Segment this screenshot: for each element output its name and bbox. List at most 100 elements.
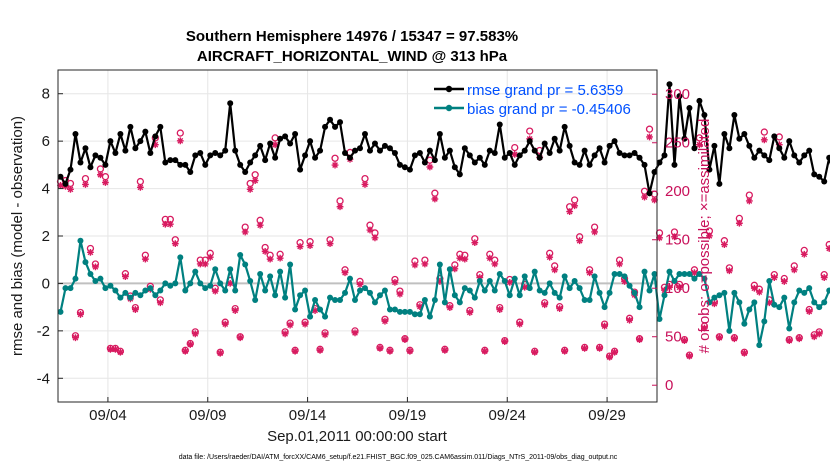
rmse-point xyxy=(312,154,319,161)
obs-assimilated-point xyxy=(156,299,164,307)
bias-point xyxy=(451,292,458,299)
obs-assimilated-point xyxy=(466,309,474,316)
rmse-point xyxy=(297,166,304,173)
rmse-point xyxy=(546,150,553,156)
x-axis-label: Sep.01,2011 00:00:00 start xyxy=(267,428,448,445)
bias-point xyxy=(62,285,69,292)
bias-point xyxy=(476,278,483,285)
obs-assimilated-point xyxy=(341,269,349,277)
rmse-point xyxy=(571,159,578,166)
rmse-point xyxy=(456,171,463,178)
x-grid-lines xyxy=(107,70,608,402)
obs-assimilated-point xyxy=(121,273,129,280)
obs-possible-point xyxy=(361,174,369,183)
bias-point xyxy=(322,313,329,320)
obs-possible-point xyxy=(81,174,90,183)
bias-point xyxy=(721,289,728,296)
rmse-point xyxy=(352,147,359,154)
rmse-point xyxy=(102,161,109,168)
rmse-point xyxy=(57,173,64,180)
legend-bias-marker xyxy=(445,104,453,112)
bias-point xyxy=(162,280,169,287)
bias-point xyxy=(371,299,378,306)
obs-assimilated-point xyxy=(361,181,369,188)
bias-point xyxy=(791,299,798,306)
rmse-point xyxy=(496,121,503,128)
bias-point xyxy=(581,297,588,304)
obs-assimilated-point xyxy=(241,228,249,236)
obs-assimilated-point xyxy=(171,240,179,248)
rmse-point xyxy=(207,152,214,159)
obs-assimilated-point xyxy=(825,245,830,252)
rmse-point xyxy=(751,154,758,161)
obs-assimilated-point xyxy=(291,347,299,355)
rmse-point xyxy=(481,161,488,168)
rmse-point xyxy=(416,150,423,156)
obs-assimilated-point xyxy=(266,255,274,263)
obs-assimilated-point xyxy=(131,306,139,313)
bias-point xyxy=(801,289,808,296)
bias-point xyxy=(431,297,438,304)
obs-assimilated-point xyxy=(451,265,459,273)
bias-point xyxy=(247,278,254,285)
obs-assimilated-point xyxy=(151,141,159,149)
obs-assimilated-point xyxy=(221,320,229,328)
bias-point xyxy=(167,282,174,289)
rmse-point xyxy=(651,168,658,175)
obs-assimilated-point xyxy=(706,232,713,240)
obs-assimilated-point xyxy=(586,269,594,277)
rmse-point xyxy=(566,142,573,149)
obs-assimilated-point xyxy=(161,220,169,228)
rmse-point xyxy=(327,116,334,123)
obs-assimilated-point xyxy=(800,250,808,258)
obs-assimilated-point xyxy=(651,196,658,204)
rmse-point xyxy=(197,150,204,156)
rmse-point xyxy=(436,131,443,138)
rmse-point xyxy=(626,152,633,159)
rmse-point xyxy=(396,161,403,168)
rmse-point xyxy=(731,112,738,119)
rmse-point xyxy=(332,123,339,130)
obs-assimilated-point xyxy=(656,234,663,242)
obs-assimilated-point xyxy=(331,161,339,169)
data-file-footnote: data file: /Users/raeder/DAI/ATM_forcXX/… xyxy=(179,454,618,461)
rmse-point xyxy=(596,145,603,152)
y-right-tick-label: 300 xyxy=(665,86,690,103)
obs-assimilated-point xyxy=(271,141,279,149)
rmse-point xyxy=(237,161,244,168)
obs-assimilated-point xyxy=(581,344,589,352)
bias-point xyxy=(107,282,114,289)
rmse-point xyxy=(147,150,154,156)
obs-assimilated-point xyxy=(102,179,109,186)
rmse-point xyxy=(252,152,259,159)
rmse-point xyxy=(746,142,753,149)
obs-assimilated-point xyxy=(92,263,99,271)
rmse-point xyxy=(616,150,623,156)
obs-assimilated-point xyxy=(406,347,414,355)
obs-assimilated-point xyxy=(606,353,613,361)
y-axis-right: 0 50 100 150 200 250 300 xyxy=(652,86,690,394)
rmse-point xyxy=(92,152,99,159)
bias-point xyxy=(57,308,64,315)
bias-point xyxy=(302,287,309,294)
obs-assimilated-point xyxy=(231,307,239,314)
bias-point xyxy=(811,299,818,306)
bias-point xyxy=(456,299,463,306)
rmse-point xyxy=(317,147,324,154)
bias-point xyxy=(347,275,354,282)
rmse-point xyxy=(112,150,119,156)
obs-assimilated-point xyxy=(511,150,519,158)
bias-point xyxy=(746,306,753,313)
y-left-tick-label: 2 xyxy=(42,228,50,245)
rmse-point xyxy=(127,123,134,130)
rmse-point xyxy=(586,161,593,168)
obs-assimilated-point xyxy=(261,247,269,255)
obs-assimilated-point xyxy=(381,317,389,325)
y-right-tick-label: 100 xyxy=(665,280,690,297)
obs-possible-point xyxy=(176,129,184,137)
obs-assimilated-point xyxy=(820,274,828,281)
bias-point xyxy=(681,270,688,277)
obs-assimilated-point xyxy=(196,260,204,268)
obs-assimilated-point xyxy=(521,283,529,291)
obs-assimilated-point xyxy=(386,347,394,355)
